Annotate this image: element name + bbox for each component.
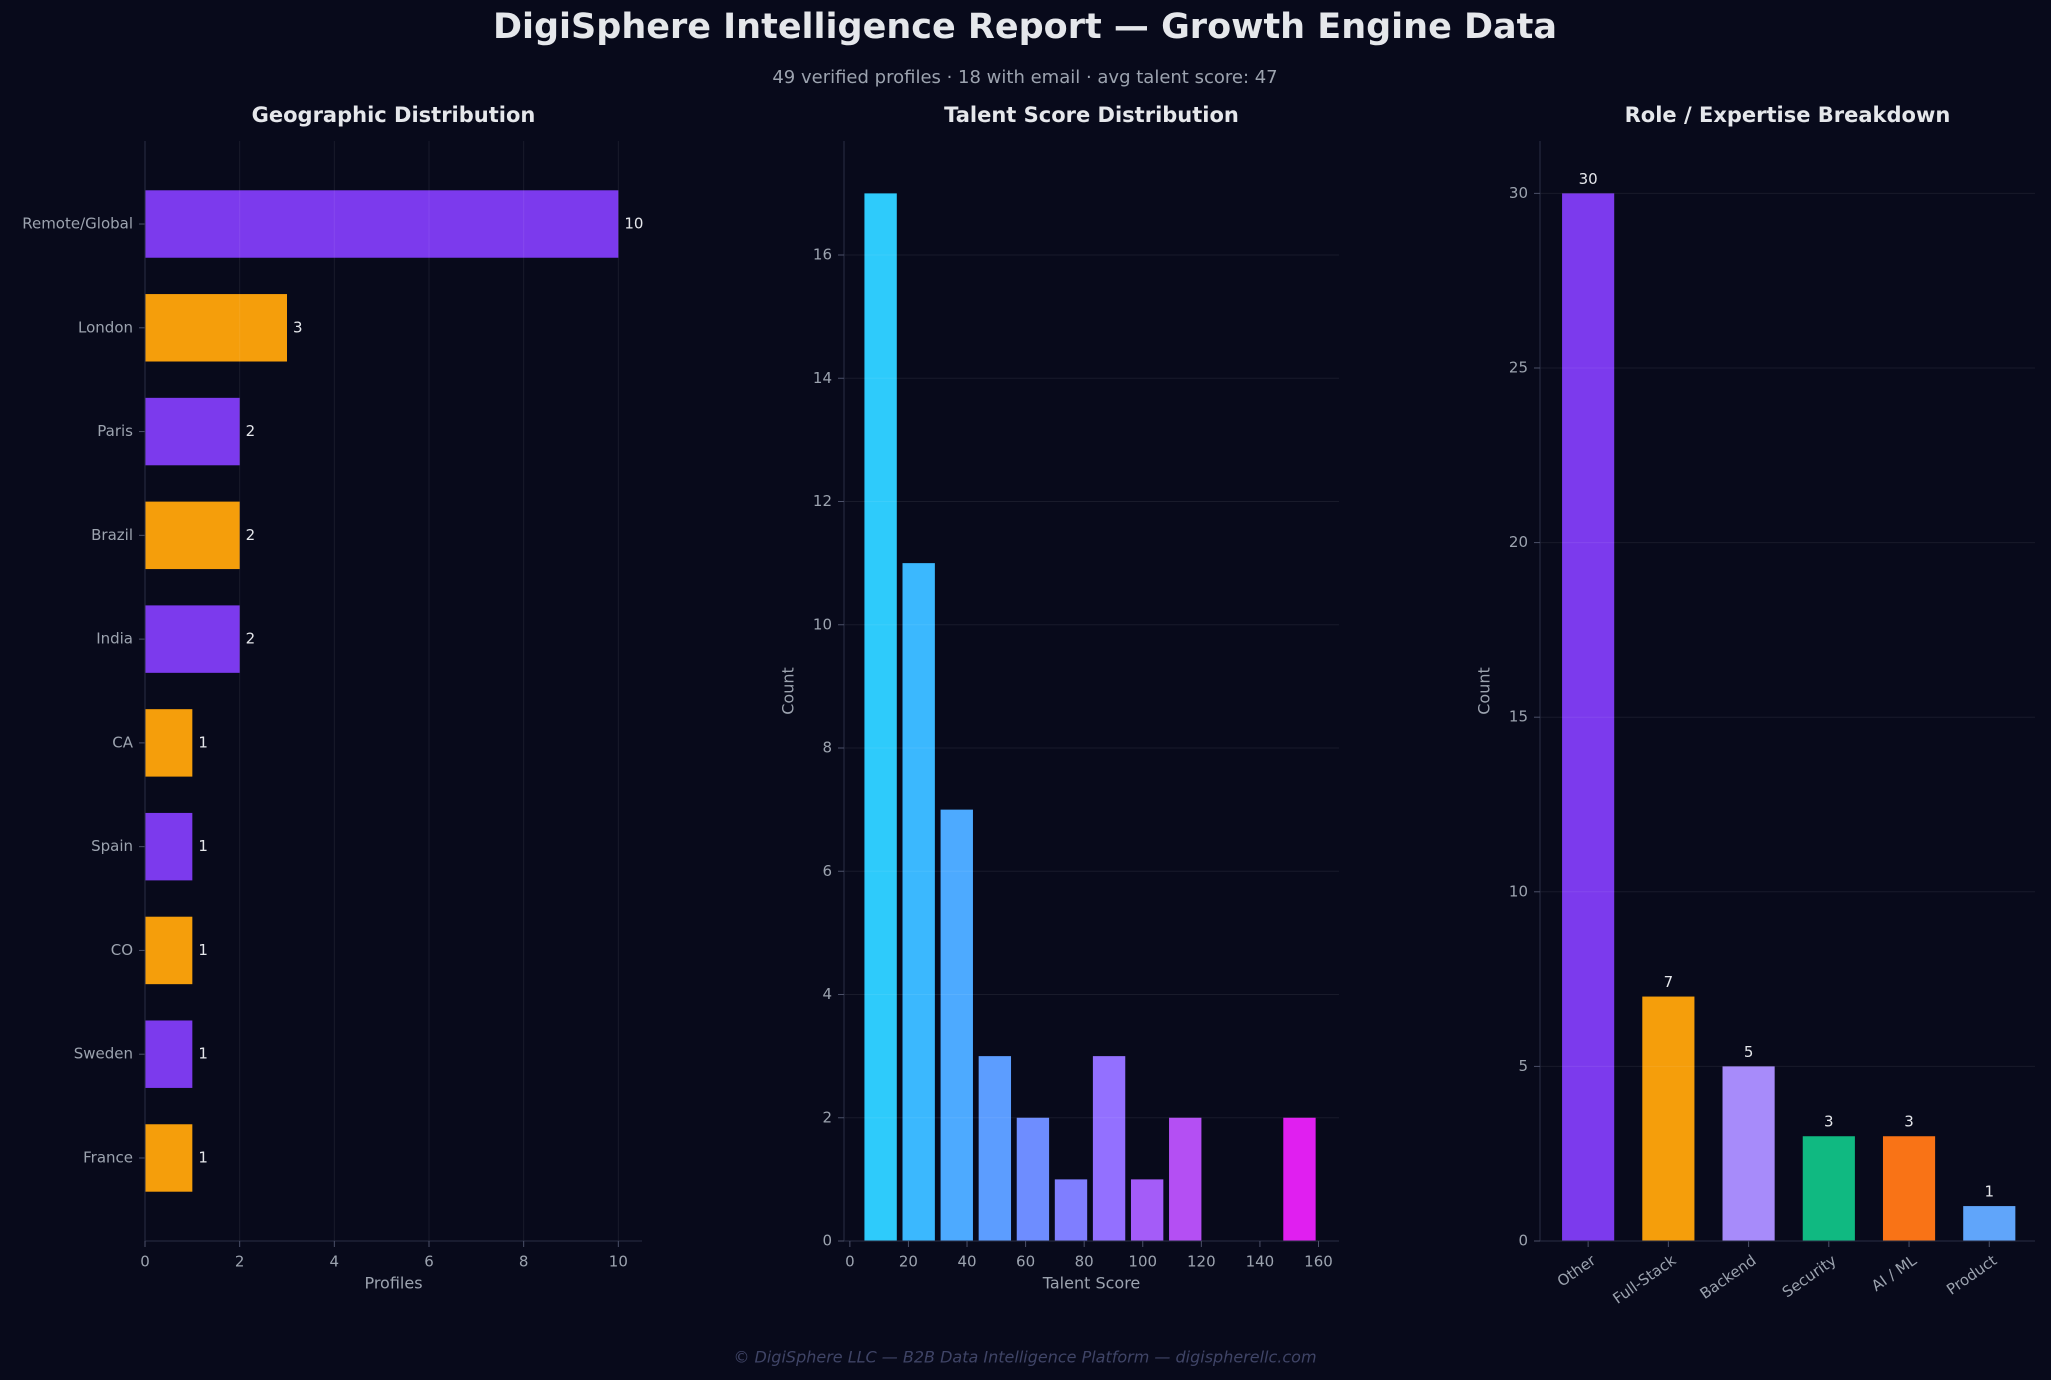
y-tick-label: 6 xyxy=(822,862,832,880)
x-tick-label: 0 xyxy=(845,1253,855,1271)
y-tick-label: London xyxy=(78,318,133,336)
x-tick-label: 4 xyxy=(330,1253,340,1271)
y-tick-label: 0 xyxy=(1518,1232,1528,1250)
value-label: 2 xyxy=(246,422,256,440)
bar xyxy=(145,1020,193,1088)
histogram-bar xyxy=(978,1056,1012,1241)
x-tick-label: 2 xyxy=(235,1253,245,1271)
y-tick-label: 12 xyxy=(813,492,832,510)
footer: © DigiSphere LLC — B2B Data Intelligence… xyxy=(733,1348,1316,1367)
y-tick-label: CO xyxy=(111,941,133,959)
value-label: 1 xyxy=(198,1045,208,1063)
histogram-bar xyxy=(1130,1179,1164,1241)
y-tick-label: Spain xyxy=(91,837,133,855)
histogram-bar xyxy=(1016,1117,1050,1241)
bar xyxy=(145,501,240,570)
histogram-bar xyxy=(902,563,935,1241)
bar xyxy=(145,605,240,673)
y-tick-label: 5 xyxy=(1518,1057,1528,1075)
y-tick-label: CA xyxy=(112,733,133,751)
value-label: 7 xyxy=(1664,973,1674,991)
x-tick-label: 20 xyxy=(899,1253,918,1271)
value-label: 3 xyxy=(293,318,303,336)
panel-title: Geographic Distribution xyxy=(252,103,536,127)
y-tick-label: India xyxy=(96,630,133,648)
bar xyxy=(145,812,193,881)
x-tick-label: 140 xyxy=(1246,1253,1275,1271)
value-label: 1 xyxy=(198,837,208,855)
page-title: DigiSphere Intelligence Report — Growth … xyxy=(493,7,1557,47)
y-tick-label: Sweden xyxy=(74,1045,133,1063)
x-tick-label: 120 xyxy=(1187,1253,1216,1271)
value-label: 30 xyxy=(1579,170,1598,188)
value-label: 3 xyxy=(1904,1113,1914,1131)
panel-title: Role / Expertise Breakdown xyxy=(1625,103,1951,127)
bar xyxy=(145,1124,193,1192)
y-tick-label: 25 xyxy=(1509,358,1528,376)
bar xyxy=(145,294,287,362)
y-tick-label: 15 xyxy=(1509,708,1528,726)
y-tick-label: 10 xyxy=(1509,882,1528,900)
x-tick-label: 100 xyxy=(1128,1253,1157,1271)
x-tick-label: 10 xyxy=(609,1253,628,1271)
y-axis-label: Count xyxy=(779,667,798,715)
x-tick-label: 80 xyxy=(1075,1253,1094,1271)
y-tick-label: Paris xyxy=(97,422,133,440)
x-tick-label: 160 xyxy=(1304,1253,1333,1271)
histogram-bar xyxy=(1169,1117,1202,1241)
y-tick-label: 14 xyxy=(813,369,832,387)
value-label: 2 xyxy=(246,630,256,648)
bar xyxy=(1882,1136,1936,1241)
y-tick-label: Remote/Global xyxy=(22,215,133,233)
bar xyxy=(1963,1206,2016,1241)
page-subtitle: 49 verified profiles · 18 with email · a… xyxy=(772,67,1277,88)
y-tick-label: Brazil xyxy=(91,526,133,544)
histogram-bar xyxy=(864,193,897,1241)
histogram-bar xyxy=(1283,1117,1316,1241)
value-label: 1 xyxy=(198,1148,208,1166)
y-tick-label: 4 xyxy=(822,985,832,1003)
bar xyxy=(145,397,240,466)
y-tick-label: 16 xyxy=(813,246,832,264)
y-tick-label: France xyxy=(83,1148,133,1166)
y-tick-label: 0 xyxy=(822,1232,832,1250)
y-tick-label: 20 xyxy=(1509,533,1528,551)
bar xyxy=(1802,1136,1855,1241)
y-axis-label: Count xyxy=(1475,667,1494,715)
y-tick-label: 2 xyxy=(822,1108,832,1126)
value-label: 1 xyxy=(198,733,208,751)
bar xyxy=(145,190,619,258)
panel-title: Talent Score Distribution xyxy=(944,103,1239,127)
histogram-bar xyxy=(1054,1179,1088,1241)
histogram-bar xyxy=(940,809,973,1241)
bar xyxy=(1562,193,1615,1241)
value-label: 1 xyxy=(198,941,208,959)
y-tick-label: 30 xyxy=(1509,184,1528,202)
value-label: 10 xyxy=(624,215,643,233)
x-tick-label: 8 xyxy=(519,1253,529,1271)
x-tick-label: 6 xyxy=(424,1253,434,1271)
value-label: 2 xyxy=(246,526,256,544)
bar xyxy=(145,916,193,985)
bar xyxy=(1722,1066,1775,1241)
x-tick-label: 60 xyxy=(1016,1253,1035,1271)
y-tick-label: 10 xyxy=(813,615,832,633)
bar xyxy=(145,709,193,777)
x-tick-label: 40 xyxy=(957,1253,976,1271)
x-axis-label: Profiles xyxy=(364,1274,422,1293)
bar xyxy=(1642,996,1695,1241)
histogram-bar xyxy=(1092,1056,1126,1241)
value-label: 3 xyxy=(1824,1113,1834,1131)
value-label: 5 xyxy=(1744,1043,1754,1061)
value-label: 1 xyxy=(1984,1183,1994,1201)
x-tick-label: 0 xyxy=(140,1253,150,1271)
x-axis-label: Talent Score xyxy=(1042,1274,1141,1293)
y-tick-label: 8 xyxy=(822,739,832,757)
